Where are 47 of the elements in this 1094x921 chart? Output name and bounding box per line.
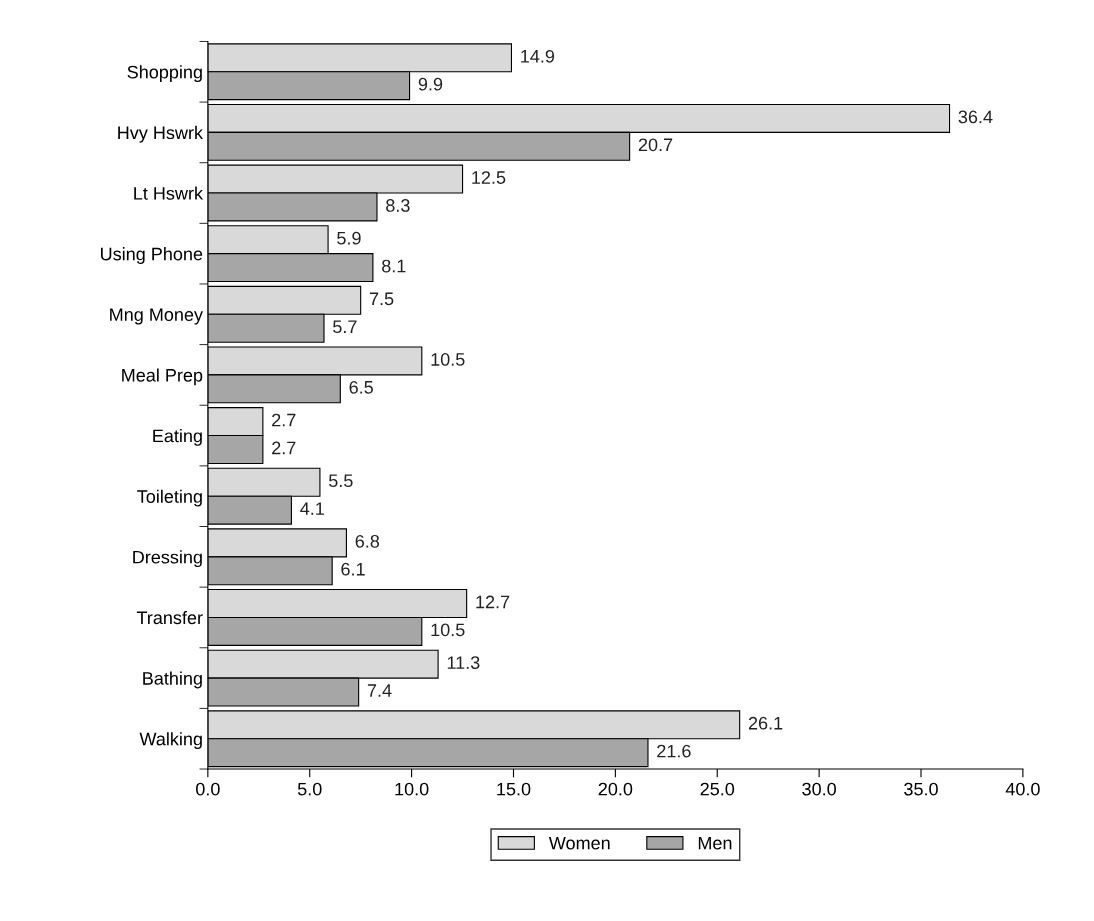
data-label: 20.7: [638, 138, 673, 152]
y-tick-label: Bathing: [143, 671, 202, 689]
y-tick-label: Walking: [139, 732, 202, 750]
x-tick-label: 40.0: [1005, 782, 1040, 796]
data-label: 26.1: [748, 716, 783, 730]
y-tick-label: Meal Prep: [122, 368, 203, 386]
data-label: 5.5: [328, 474, 353, 488]
y-tick-label: Toileting: [137, 489, 202, 507]
data-label: 8.1: [382, 259, 406, 273]
data-label: 6.5: [349, 380, 373, 394]
y-tick-label: Shopping: [127, 65, 202, 83]
y-tick-label: Mng Money: [110, 308, 203, 325]
x-tick-label: 35.0: [904, 782, 938, 796]
data-label: 10.5: [431, 353, 465, 366]
data-label: 2.7: [272, 441, 296, 455]
y-tick-label: Eating: [153, 429, 202, 446]
data-label: 5.9: [337, 231, 361, 245]
x-tick-label: 15.0: [497, 782, 531, 796]
data-label: 21.6: [657, 744, 691, 758]
x-tick-label: 20.0: [598, 782, 633, 796]
data-label: 2.7: [272, 413, 296, 427]
data-label: 10.5: [431, 623, 465, 637]
data-label: 7.5: [369, 292, 394, 306]
y-tick-label: Using Phone: [101, 247, 203, 264]
x-tick-label: 5.0: [297, 782, 322, 796]
y-tick-label: Dressing: [133, 550, 202, 568]
data-label: 5.7: [333, 320, 357, 334]
data-label: 7.4: [367, 684, 392, 697]
y-tick-label: Lt Hswrk: [134, 186, 204, 200]
data-label: 4.1: [300, 502, 324, 515]
legend-label: Women: [548, 836, 610, 850]
legend-label: Men: [698, 836, 732, 850]
x-tick-label: 10.0: [395, 782, 429, 796]
data-label: 11.3: [447, 656, 480, 669]
data-label: 12.7: [476, 595, 510, 609]
x-tick-label: 30.0: [802, 782, 836, 796]
data-label: 8.3: [386, 199, 410, 212]
data-label: 9.9: [418, 77, 443, 91]
data-label: 14.9: [521, 49, 555, 63]
x-tick-label: 0.0: [196, 782, 220, 796]
data-label: 6.1: [341, 562, 365, 576]
y-tick-label: Transfer: [136, 610, 203, 625]
x-tick-label: 25.0: [700, 782, 735, 796]
data-label: 36.4: [958, 110, 993, 124]
y-tick-label: Hvy Hswrk: [118, 125, 204, 143]
data-label: 6.8: [355, 534, 380, 548]
data-label: 12.5: [472, 171, 506, 184]
